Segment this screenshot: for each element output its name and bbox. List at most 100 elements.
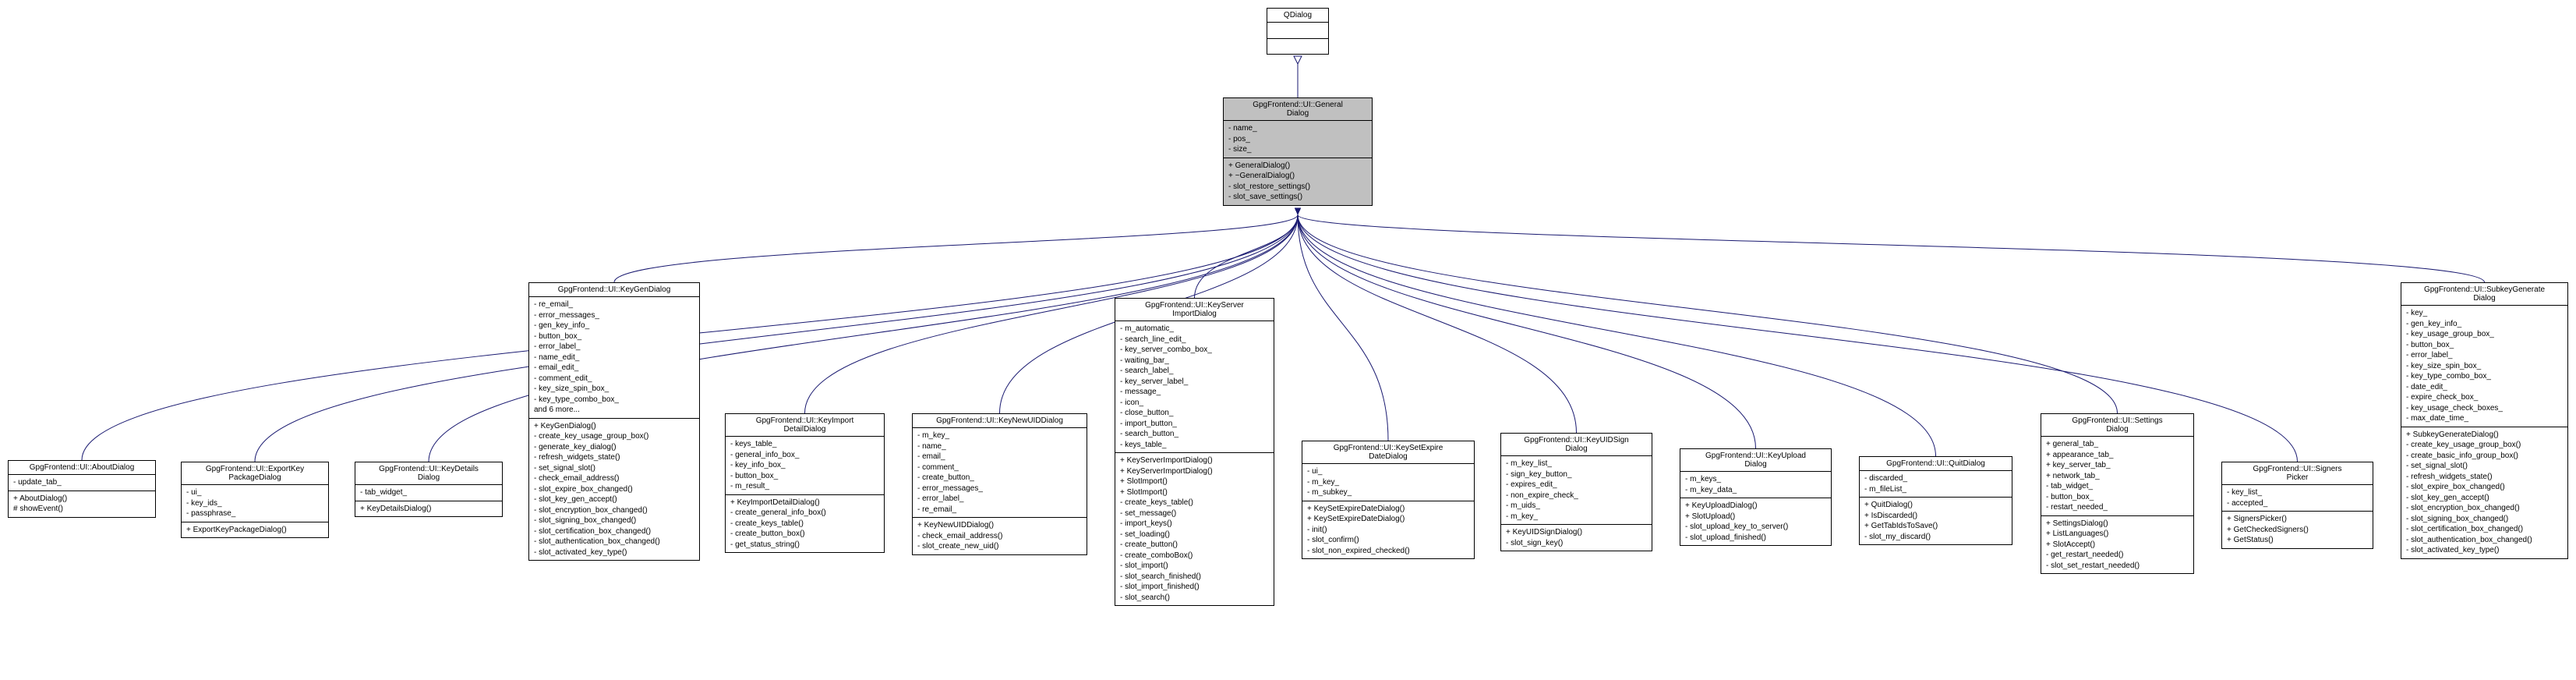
attribute: - passphrase_ — [186, 508, 323, 519]
attribute: - m_uids_ — [1506, 501, 1647, 512]
attribute: - m_key_ — [1307, 477, 1469, 488]
operation: - slot_sign_key() — [1506, 538, 1647, 549]
operation: - slot_signing_box_changed() — [2406, 514, 2563, 525]
operation: - create_keys_table() — [730, 519, 879, 529]
attribute: - keys_table_ — [1120, 440, 1269, 451]
attributes-section: - m_keys_- m_key_data_ — [1680, 472, 1831, 498]
operation: + KeyGenDialog() — [534, 421, 694, 432]
attribute: - key_size_spin_box_ — [534, 384, 694, 395]
attribute: - ui_ — [1307, 466, 1469, 477]
class-node-qdialog: QDialog — [1267, 8, 1329, 55]
attribute: - date_edit_ — [2406, 382, 2563, 393]
operations-section: + KeyImportDetailDialog()- create_genera… — [726, 495, 884, 553]
operation: - check_email_address() — [534, 473, 694, 484]
operations-section: + ExportKeyPackageDialog() — [182, 522, 328, 538]
operation: + KeyUploadDialog() — [1685, 501, 1826, 512]
attributes-section: + general_tab_+ appearance_tab_+ key_ser… — [2041, 437, 2193, 516]
attribute: - general_info_box_ — [730, 450, 879, 461]
class-node-settings: GpgFrontend::UI::SettingsDialog+ general… — [2041, 413, 2194, 574]
attribute: - email_edit_ — [534, 363, 694, 374]
class-title: GpgFrontend::UI::ExportKeyPackageDialog — [182, 462, 328, 485]
operation: + SlotAccept() — [2046, 540, 2189, 551]
operation: + KeyUIDSignDialog() — [1506, 527, 1647, 538]
operation: - slot_authentication_box_changed() — [2406, 535, 2563, 546]
attribute: - discarded_ — [1864, 473, 2007, 484]
operation: + SettingsDialog() — [2046, 519, 2189, 529]
operation: - create_general_info_box() — [730, 508, 879, 519]
attribute: - error_messages_ — [917, 483, 1082, 494]
class-title: GpgFrontend::UI::AboutDialog — [9, 461, 155, 475]
operation: - slot_upload_key_to_server() — [1685, 522, 1826, 533]
operations-section: + GeneralDialog()+ ~GeneralDialog()- slo… — [1224, 158, 1372, 205]
attribute: - non_expire_check_ — [1506, 491, 1647, 501]
attribute: - search_label_ — [1120, 366, 1269, 377]
class-title: GpgFrontend::UI::KeyNewUIDDialog — [913, 414, 1087, 428]
operation: + KeySetExpireDateDialog() — [1307, 514, 1469, 525]
operation: - slot_my_discard() — [1864, 532, 2007, 543]
inheritance-edge — [614, 215, 1298, 283]
inheritance-edge — [1298, 215, 1756, 449]
operation: + GetTabIdsToSave() — [1864, 521, 2007, 532]
attribute: - accepted_ — [2227, 498, 2368, 509]
class-title: GpgFrontend::UI::KeyUploadDialog — [1680, 449, 1831, 472]
attribute: - import_button_ — [1120, 419, 1269, 430]
attribute: - m_key_ — [1506, 512, 1647, 522]
attributes-section: - name_- pos_- size_ — [1224, 121, 1372, 158]
operation: - slot_certification_box_changed() — [2406, 524, 2563, 535]
operation: - slot_expire_box_changed() — [534, 484, 694, 495]
operation: - slot_set_restart_needed() — [2046, 561, 2189, 572]
operation: - slot_restore_settings() — [1228, 182, 1367, 193]
attributes-section: - key_- gen_key_info_- key_usage_group_b… — [2401, 306, 2567, 427]
attribute: - update_tab_ — [13, 477, 150, 488]
operation: - slot_key_gen_accept() — [2406, 493, 2563, 504]
operation: + KeyServerImportDialog() — [1120, 455, 1269, 466]
attribute: - expire_check_box_ — [2406, 392, 2563, 403]
operation: - slot_search_finished() — [1120, 572, 1269, 583]
operation: + GetStatus() — [2227, 535, 2368, 546]
attribute: - button_box_ — [534, 331, 694, 342]
attributes-section: - m_automatic_- search_line_edit_- key_s… — [1115, 321, 1274, 453]
attribute: - gen_key_info_ — [2406, 319, 2563, 330]
attribute: - name_ — [917, 441, 1082, 452]
operation: + KeyServerImportDialog() — [1120, 466, 1269, 477]
operation: + KeyNewUIDDialog() — [917, 520, 1082, 531]
operation: + AboutDialog() — [13, 494, 150, 505]
attribute: - re_email_ — [917, 505, 1082, 515]
operation: - create_key_usage_group_box() — [534, 431, 694, 442]
operation: + QuitDialog() — [1864, 500, 2007, 511]
inheritance-edge — [1298, 215, 2485, 283]
attribute: - create_button_ — [917, 473, 1082, 483]
attribute: - key_size_spin_box_ — [2406, 361, 2563, 372]
operations-section: + KeyDetailsDialog() — [355, 501, 502, 517]
attribute: - tab_widget_ — [360, 487, 497, 498]
attributes-section: - update_tab_ — [9, 475, 155, 491]
operation: - slot_confirm() — [1307, 535, 1469, 546]
attribute: - sign_key_button_ — [1506, 469, 1647, 480]
operation: + ListLanguages() — [2046, 529, 2189, 540]
attribute: - button_box_ — [2046, 492, 2189, 503]
attribute: - error_label_ — [534, 342, 694, 352]
operation: + IsDiscarded() — [1864, 511, 2007, 522]
attribute: - key_type_combo_box_ — [534, 395, 694, 406]
attribute: - key_usage_check_boxes_ — [2406, 403, 2563, 414]
attribute: - key_ — [2406, 308, 2563, 319]
operation: - slot_import() — [1120, 561, 1269, 572]
operation: - create_comboBox() — [1120, 551, 1269, 561]
operations-section: + KeyGenDialog()- create_key_usage_group… — [529, 419, 699, 561]
attribute: - search_line_edit_ — [1120, 335, 1269, 345]
inheritance-edge — [1298, 215, 1388, 441]
attribute: - m_key_ — [917, 430, 1082, 441]
operations-section: + SettingsDialog()+ ListLanguages()+ Slo… — [2041, 516, 2193, 574]
attribute: - button_box_ — [730, 471, 879, 482]
attribute: - key_ids_ — [186, 498, 323, 509]
attribute: - m_keys_ — [1685, 474, 1826, 485]
operation: + SlotImport() — [1120, 476, 1269, 487]
class-node-keyupload: GpgFrontend::UI::KeyUploadDialog- m_keys… — [1680, 448, 1832, 546]
attribute: - email_ — [917, 452, 1082, 462]
operation: - slot_authentication_box_changed() — [534, 537, 694, 547]
class-node-about: GpgFrontend::UI::AboutDialog- update_tab… — [8, 460, 156, 518]
attribute: - button_box_ — [2406, 340, 2563, 351]
attribute: - search_button_ — [1120, 429, 1269, 440]
operation: - slot_save_settings() — [1228, 192, 1367, 203]
attributes-section: - key_list_- accepted_ — [2222, 485, 2373, 512]
